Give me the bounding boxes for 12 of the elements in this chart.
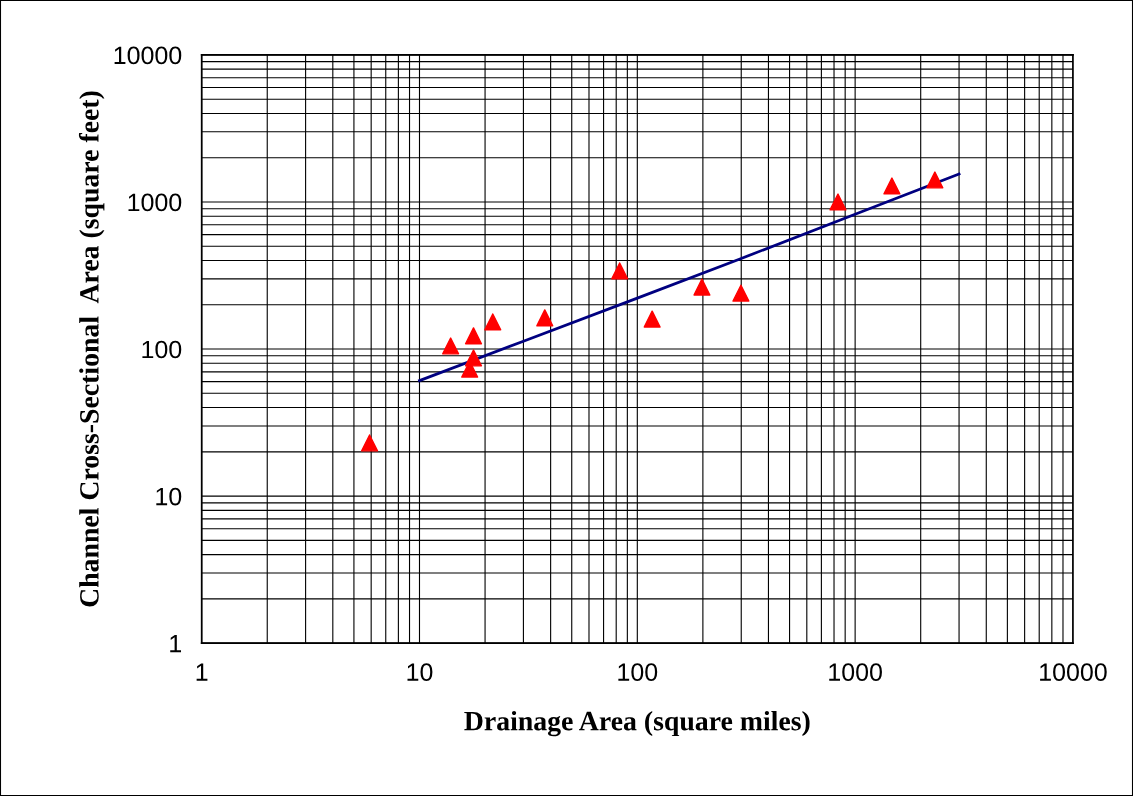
x-tick-label: 10000 (1040, 663, 1107, 681)
y-tick-label: 1 (170, 635, 182, 653)
y-tick-label: 10000 (114, 46, 182, 65)
y-axis-title: Channel Cross-Sectional Area (square feet) (78, 91, 105, 607)
x-tick-label: 10 (407, 663, 433, 681)
y-tick-label: 1000 (128, 193, 182, 212)
x-tick-label: 1 (196, 663, 208, 681)
x-tick-label: 1000 (829, 663, 882, 681)
y-tick-label: 10 (156, 487, 182, 506)
x-tick-label: 100 (618, 663, 658, 681)
y-tick-label: 100 (142, 340, 182, 359)
x-axis-title: Drainage Area (square miles) (464, 710, 810, 737)
